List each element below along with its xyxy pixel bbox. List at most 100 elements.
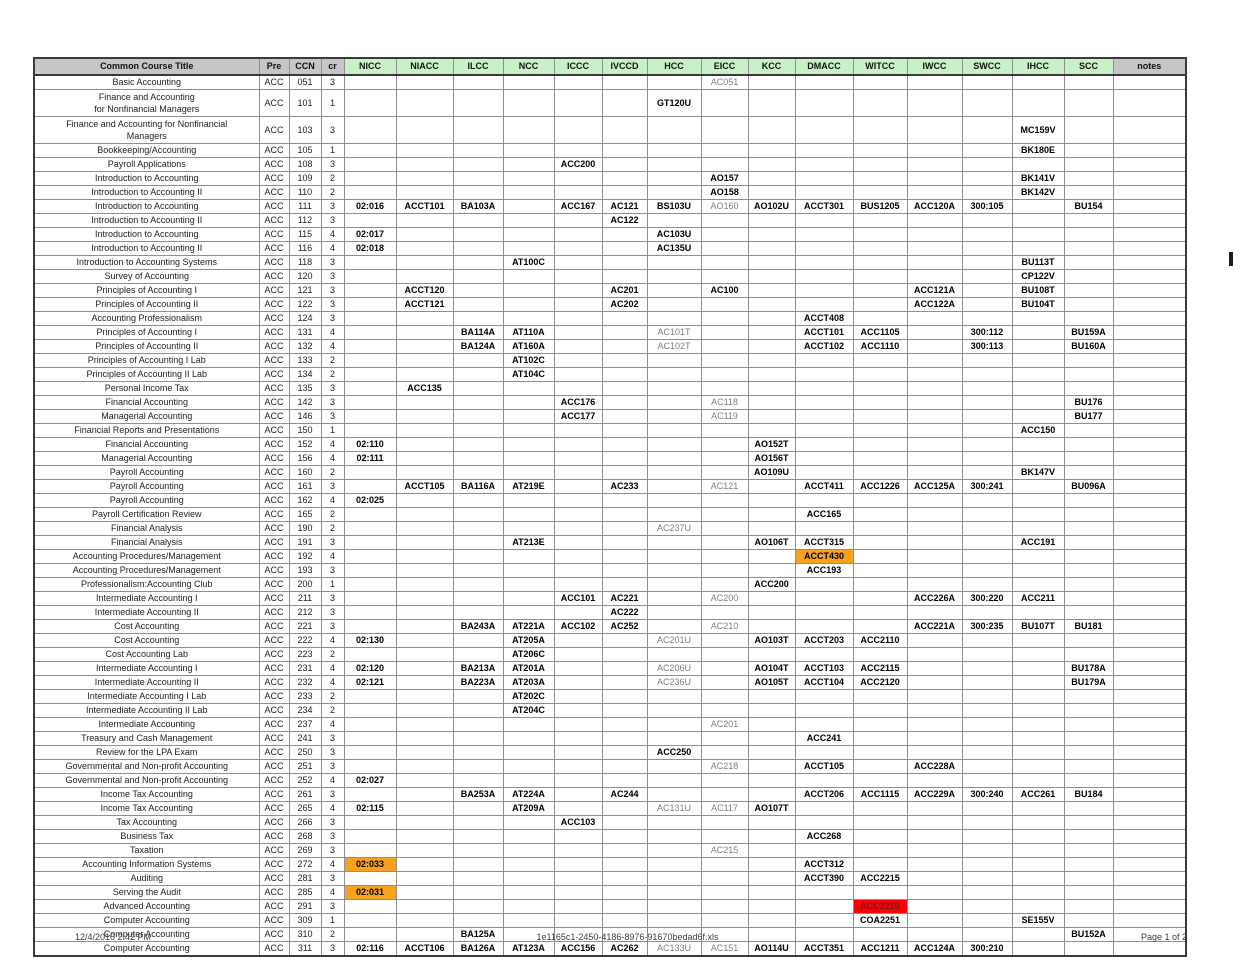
cell-kcc (747, 116, 796, 144)
cell-title: Taxation (33, 843, 260, 858)
cell-ilcc: BA114A (452, 325, 504, 340)
cell-notes (1112, 451, 1187, 466)
cell-dmacc (794, 255, 854, 270)
cell-swcc (961, 423, 1013, 438)
cell-title: Personal Income Tax (33, 381, 260, 396)
cell-nicc: 02:025 (343, 493, 397, 508)
cell-notes (1112, 773, 1187, 788)
cell-ncc (502, 591, 555, 606)
cell-nicc (343, 913, 397, 928)
cell-iwcc (906, 731, 963, 746)
cell-hcc (646, 815, 702, 830)
cell-eicc (700, 661, 749, 676)
cell-witcc (852, 451, 908, 466)
column-header-iwcc: IWCC (906, 57, 963, 76)
header-row: Common Course Title Pre CCN cr NICC NIACC ILCC… (33, 57, 1187, 76)
cell-witcc (852, 885, 908, 900)
cell-witcc: ACC1115 (852, 787, 908, 802)
cell-ihcc (1011, 325, 1065, 340)
cell-ccn: 115 (288, 227, 322, 242)
cell-ivccd (601, 661, 648, 676)
cell-dmacc: ACCT301 (794, 199, 854, 214)
cell-witcc (852, 829, 908, 844)
cell-dmacc: ACCT351 (794, 941, 854, 957)
cell-iwcc (906, 815, 963, 830)
cell-cr: 1 (320, 913, 345, 928)
cell-ilcc: BA124A (452, 339, 504, 354)
cell-iwcc (906, 451, 963, 466)
cell-hcc (646, 717, 702, 732)
cell-notes (1112, 311, 1187, 326)
cell-dmacc (794, 213, 854, 228)
cell-niacc (395, 549, 454, 564)
cell-cr: 2 (320, 507, 345, 522)
cell-scc: BU177 (1063, 409, 1114, 424)
cell-nicc: 02:116 (343, 941, 397, 957)
cell-ilcc (452, 703, 504, 718)
cell-pre: ACC (258, 409, 290, 424)
cell-ncc (502, 871, 555, 886)
cell-ncc (502, 745, 555, 760)
cell-ccn: 223 (288, 647, 322, 662)
cell-iwcc (906, 801, 963, 816)
column-header-ilcc: ILCC (452, 57, 504, 76)
cell-iwcc (906, 255, 963, 270)
cell-pre: ACC (258, 269, 290, 284)
cell-cr: 3 (320, 815, 345, 830)
cell-cr: 3 (320, 395, 345, 410)
cell-swcc (961, 367, 1013, 382)
cell-kcc (747, 241, 796, 256)
cell-hcc (646, 605, 702, 620)
cell-pre: ACC (258, 647, 290, 662)
cell-swcc (961, 717, 1013, 732)
cell-ihcc: BU104T (1011, 297, 1065, 312)
cell-title: Financial Accounting (33, 437, 260, 452)
cell-nicc: 02:130 (343, 633, 397, 648)
cell-nicc (343, 423, 397, 438)
cell-hcc (646, 871, 702, 886)
cell-iccc (553, 801, 603, 816)
cell-ivccd: AC221 (601, 591, 648, 606)
cell-scc (1063, 143, 1114, 158)
cell-eicc (700, 703, 749, 718)
cell-ivccd: AC222 (601, 605, 648, 620)
cell-ivccd (601, 759, 648, 774)
cell-eicc: AC201 (700, 717, 749, 732)
table-row: Payroll Accounting ACC 160 2 AO109U BK147V (33, 465, 1187, 480)
cell-ilcc (452, 381, 504, 396)
cell-ilcc (452, 731, 504, 746)
cell-swcc: 300:113 (961, 339, 1013, 354)
cell-witcc: ACC1105 (852, 325, 908, 340)
cell-nicc (343, 619, 397, 634)
column-header-niacc: NIACC (395, 57, 454, 76)
cell-cr: 4 (320, 857, 345, 872)
cell-kcc (747, 563, 796, 578)
cell-kcc (747, 885, 796, 900)
cell-ivccd (601, 255, 648, 270)
table-row: Principles of Accounting II ACC 132 4 BA124A… (33, 339, 1187, 354)
cell-scc (1063, 829, 1114, 844)
cell-notes (1112, 493, 1187, 508)
cell-ivccd (601, 269, 648, 284)
cell-swcc (961, 675, 1013, 690)
cell-ilcc (452, 521, 504, 536)
cell-hcc (646, 157, 702, 172)
cell-eicc (700, 689, 749, 704)
cell-title: Payroll Accounting (33, 465, 260, 480)
cell-iccc (553, 227, 603, 242)
cell-cr: 3 (320, 409, 345, 424)
cell-iccc (553, 633, 603, 648)
cell-ivccd (601, 493, 648, 508)
cell-pre: ACC (258, 171, 290, 186)
cell-hcc (646, 731, 702, 746)
cell-dmacc (794, 143, 854, 158)
cell-kcc (747, 171, 796, 186)
cell-eicc: AO160 (700, 199, 749, 214)
cell-swcc (961, 801, 1013, 816)
cell-witcc (852, 465, 908, 480)
column-header-swcc: SWCC (961, 57, 1013, 76)
cell-title: Accounting Procedures/Management (33, 549, 260, 564)
table-row: Professionalism:Accounting Club ACC 200 1 AC… (33, 577, 1187, 592)
table-body: Basic Accounting ACC 051 3 AC051 Finance and … (33, 74, 1187, 957)
cell-kcc (747, 297, 796, 312)
